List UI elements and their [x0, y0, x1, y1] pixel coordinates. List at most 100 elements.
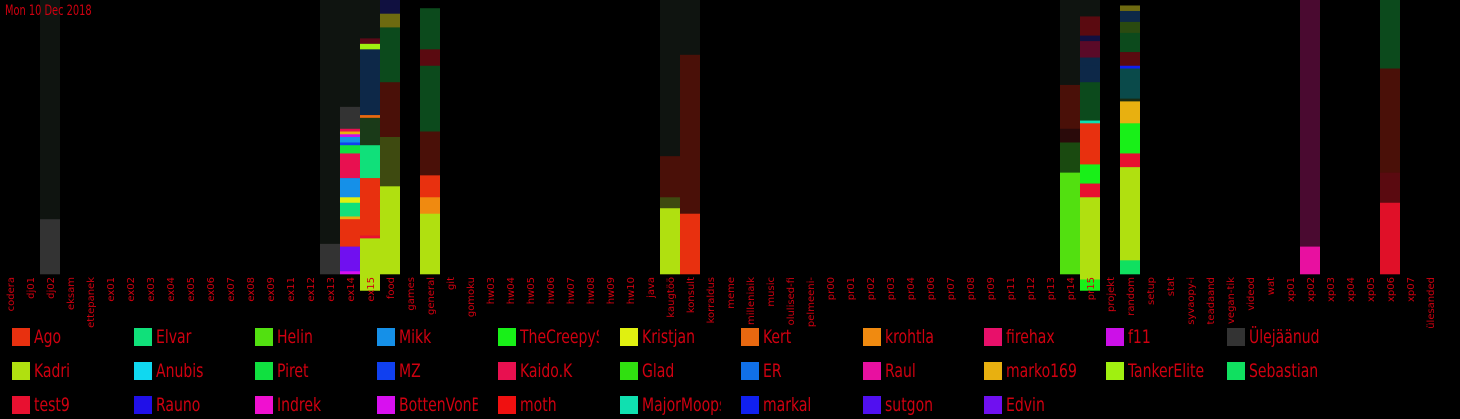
bar-segment: [360, 38, 380, 45]
x-tick-label: dj01: [26, 277, 37, 299]
bar-kaugtöö: [660, 0, 680, 275]
legend-item: BottenVonBot: [376, 394, 497, 416]
legend-item: markal: [741, 394, 861, 416]
legend-swatch: [741, 362, 759, 380]
bar-segment: [380, 27, 400, 83]
bar-segment: [340, 106, 360, 130]
legend-swatch: [498, 328, 516, 346]
legend-item: moth: [498, 394, 618, 416]
bar-segment: [420, 175, 440, 198]
bar-konsult: [680, 0, 700, 275]
legend-label: krohtla: [884, 326, 934, 348]
bar-xp06: [1380, 0, 1400, 275]
legend-swatch: [984, 328, 1002, 346]
x-tick-label: xp05: [1366, 277, 1377, 302]
x-tick-label: korraldus: [706, 277, 717, 323]
legend-label: firehax: [1006, 326, 1055, 348]
bar-segment: [1120, 153, 1140, 168]
legend-item: TankerElite: [1105, 360, 1226, 382]
legend-label: Glad: [641, 360, 674, 382]
x-tick-label: pr14: [1066, 277, 1077, 300]
legend-item: Kadri: [12, 360, 132, 382]
x-tick-label: pr02: [866, 277, 877, 300]
bar-segment: [1300, 246, 1320, 275]
bar-segment: [1080, 123, 1100, 165]
x-tick-label: eksam: [66, 277, 77, 310]
legend-swatch: [1105, 362, 1124, 380]
legend-label: Rauno: [155, 394, 200, 416]
legend-label: Indrek: [277, 394, 322, 416]
bar-segment: [1120, 5, 1140, 12]
legend-item: Sebastian: [1227, 360, 1347, 382]
legend-swatch: [376, 328, 395, 346]
bar-segment: [1120, 101, 1140, 124]
x-tick-label: xp03: [1326, 277, 1337, 302]
x-tick-label: xp06: [1386, 277, 1397, 302]
bar-segment: [340, 271, 360, 275]
x-tick-label: gomoku: [466, 277, 477, 317]
legend-item: Raul: [862, 360, 983, 382]
legend-label: Kadri: [34, 360, 71, 382]
bar-segment: [340, 202, 360, 217]
bar-segment: [420, 0, 440, 9]
bar-segment: [380, 0, 400, 14]
bar-segment: [1120, 10, 1140, 23]
legend-item: Edvin: [984, 394, 1104, 416]
legend-item: marko169: [984, 360, 1104, 382]
x-tick-label: kaugtöö: [666, 277, 677, 318]
x-tick-label: xp04: [1346, 277, 1357, 302]
legend-label: Sebastian: [1249, 360, 1319, 382]
legend-swatch: [619, 396, 638, 414]
legend-item: krohtla: [862, 326, 983, 348]
x-tick-label: music: [766, 277, 777, 307]
legend-item: ER: [741, 360, 861, 382]
legend-label: f11: [1127, 326, 1151, 348]
x-tick-label: meme: [726, 277, 737, 309]
legend-swatch: [1227, 328, 1245, 346]
bar-segment: [1080, 120, 1100, 124]
x-tick-label: hw05: [526, 277, 537, 304]
x-tick-label: vegan-tik: [1226, 277, 1237, 324]
bar-segment: [1080, 16, 1100, 36]
bar-segment: [340, 0, 360, 108]
legend-swatch: [741, 328, 759, 346]
bar-food: [380, 0, 400, 275]
x-tick-label: hw03: [486, 277, 497, 304]
legend-swatch: [12, 328, 30, 346]
x-tick-label: wat: [1266, 277, 1277, 295]
bar-segment: [340, 145, 360, 154]
legend-label: Kert: [763, 326, 792, 348]
bar-segment: [40, 219, 60, 275]
legend-item: Kristjan: [619, 326, 740, 348]
x-tick-label: ex12: [306, 277, 317, 302]
x-tick-label: pr09: [986, 277, 997, 300]
legend-item: MajorMoopsy: [619, 394, 740, 416]
x-tick-label: ülesanded: [1426, 277, 1437, 329]
bar-segment: [340, 137, 360, 143]
bar-segment: [1120, 68, 1140, 99]
bar-segment: [40, 0, 60, 220]
legend-label: moth: [520, 394, 557, 416]
bar-segment: [360, 145, 380, 179]
bar-general: [420, 0, 440, 275]
x-tick-label: pelmeeni-: [806, 277, 817, 327]
legend-label: test9: [34, 394, 70, 416]
x-tick-label: general: [426, 277, 437, 315]
bar-segment: [380, 13, 400, 28]
bar-segment: [340, 131, 360, 135]
x-tick-label: milleniaik: [746, 277, 757, 325]
legend-swatch: [984, 396, 1002, 414]
legend-label: marko169: [1006, 360, 1077, 382]
bar-segment: [360, 117, 380, 146]
legend-label: Anubis: [155, 360, 203, 382]
bar-xp02: [1300, 0, 1320, 275]
x-tick-label: food: [386, 277, 397, 299]
x-tick-label: hw04: [506, 277, 517, 304]
x-tick-label: ex15: [366, 277, 377, 302]
x-tick-label: java: [646, 277, 657, 299]
bar-segment: [1080, 41, 1100, 58]
legend-item: TheCreepySh: [498, 326, 618, 348]
bar-segment: [660, 197, 680, 209]
bar-segment: [420, 213, 440, 275]
x-tick-label: pr04: [906, 277, 917, 300]
